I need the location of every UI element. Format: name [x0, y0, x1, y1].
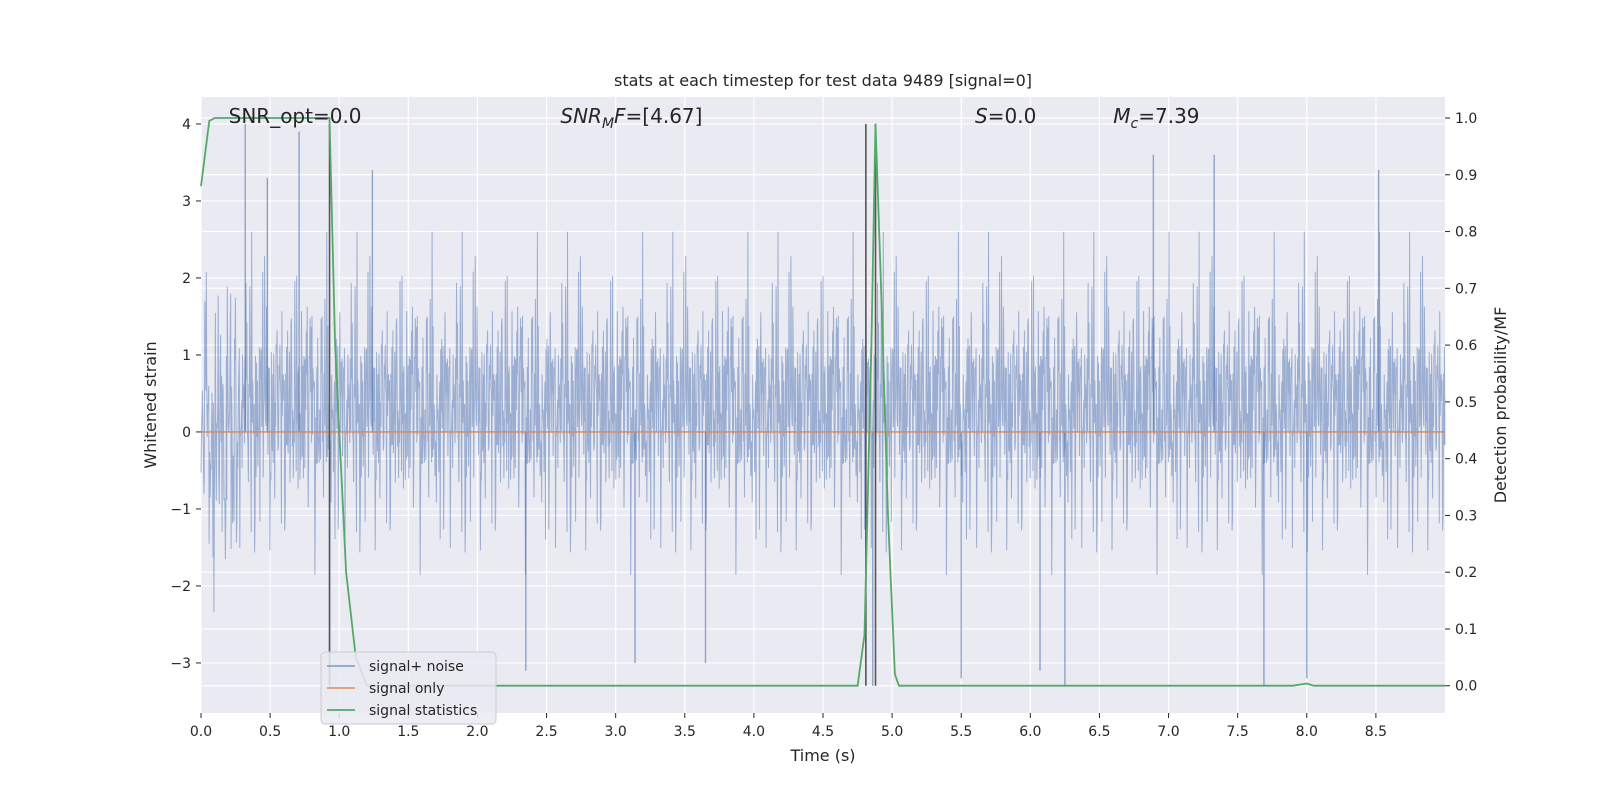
- y-tick-label: −1: [170, 502, 191, 518]
- y2-tick-label: 0.1: [1455, 622, 1477, 638]
- series-signal-statistics: [200, 117, 1445, 687]
- x-tick-label: 7.5: [1227, 724, 1249, 740]
- x-axis-label: Time (s): [789, 746, 855, 765]
- annotation: Mc=7.39: [1113, 104, 1199, 132]
- y2-tick-label: 0.4: [1455, 452, 1477, 468]
- y-tick-label: −3: [170, 656, 191, 672]
- y2-tick-label: 1.0: [1455, 111, 1477, 127]
- x-tick-label: 7.0: [1157, 724, 1179, 740]
- x-tick-label: 4.0: [743, 724, 765, 740]
- y2-tick-label: 0.5: [1455, 395, 1477, 411]
- y-tick-label: 1: [182, 348, 191, 364]
- x-tick-label: 0.0: [190, 724, 212, 740]
- y-tick-label: 0: [182, 425, 191, 441]
- x-tick-label: 2.5: [535, 724, 557, 740]
- y2-tick-label: 0.0: [1455, 679, 1477, 695]
- annotation: S=0.0: [975, 104, 1036, 128]
- y-axis-label: Whitened strain: [141, 341, 160, 468]
- x-tick-label: 8.0: [1296, 724, 1318, 740]
- y-tick-label: 2: [182, 271, 191, 287]
- annotations: SNR_opt=0.0 SNRMF=[4.67] S=0.0 Mc=7.39: [229, 104, 1200, 132]
- chart-title: stats at each timestep for test data 948…: [614, 71, 1032, 90]
- y2-tick-label: 0.9: [1455, 168, 1477, 184]
- stats-line: [200, 117, 1445, 687]
- x-tick-label: 1.5: [397, 724, 419, 740]
- y2-tick-label: 0.6: [1455, 338, 1477, 354]
- legend-box: [320, 651, 497, 725]
- x-tick-label: 6.0: [1019, 724, 1041, 740]
- y2-tick-label: 0.8: [1455, 225, 1477, 241]
- x-tick-label: 8.5: [1365, 724, 1387, 740]
- x-tick-label: 5.5: [950, 724, 972, 740]
- legend-label: signal only: [369, 681, 444, 697]
- y2-tick-label: 0.3: [1455, 508, 1477, 524]
- y-tick-label: 4: [182, 117, 191, 133]
- x-tick-label: 1.0: [328, 724, 350, 740]
- x-tick-label: 2.0: [466, 724, 488, 740]
- y-tick-label: −2: [170, 579, 191, 595]
- y2-tick-label: 0.7: [1455, 281, 1477, 297]
- noise-trace: [200, 231, 1446, 613]
- annotation: SNR_opt=0.0: [229, 104, 362, 128]
- y2-tick-label: 0.2: [1455, 565, 1477, 581]
- x-tick-label: 3.5: [674, 724, 696, 740]
- x-tick-label: 6.5: [1088, 724, 1110, 740]
- ticks: 0.0 0.5 1.0 1.5 2.0 2.5 3.0 3.5 4.0 4.5 5.0 5.5 6.0 6…: [170, 111, 1477, 740]
- y-tick-label: 3: [182, 194, 191, 210]
- x-tick-label: 4.5: [812, 724, 834, 740]
- annotation: SNRMF=[4.67]: [560, 104, 702, 132]
- legend-label: signal statistics: [369, 703, 477, 719]
- x-tick-label: 5.0: [881, 724, 903, 740]
- x-tick-label: 0.5: [259, 724, 281, 740]
- y2-axis-label: Detection probability/MF: [1491, 307, 1510, 504]
- legend-label: signal+ noise: [369, 659, 464, 675]
- legend: signal+ noise signal only signal statistic…: [320, 651, 497, 725]
- x-tick-label: 3.0: [605, 724, 627, 740]
